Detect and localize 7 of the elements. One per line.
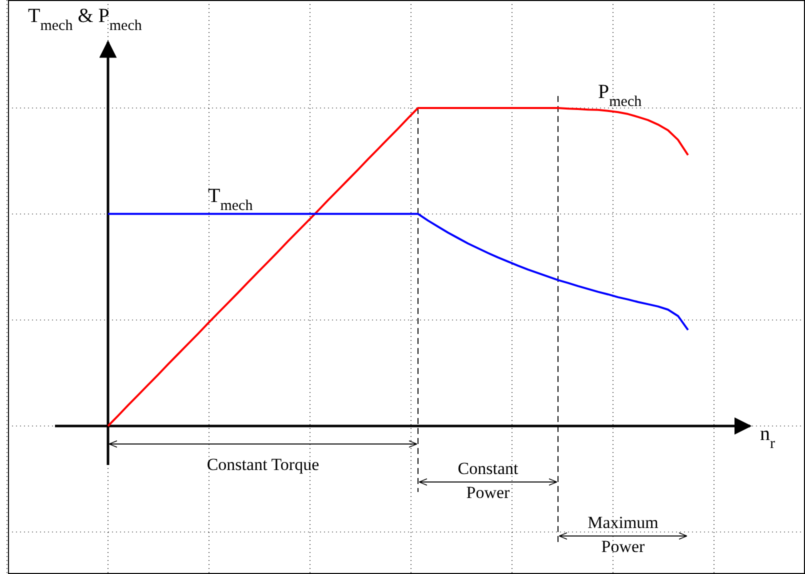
text: Constant Power <box>458 459 518 502</box>
y-axis-title: T$_{mech}$ & P$_{mech}$ <box>28 5 142 34</box>
text: Constant Torque <box>206 455 320 474</box>
x-axis-title: n$_{r}$ <box>760 423 775 452</box>
series-label: P$_{mech}$ <box>598 80 642 110</box>
text: Maximum Power <box>588 513 658 556</box>
series-label: T$_{mech}$ <box>208 184 254 214</box>
